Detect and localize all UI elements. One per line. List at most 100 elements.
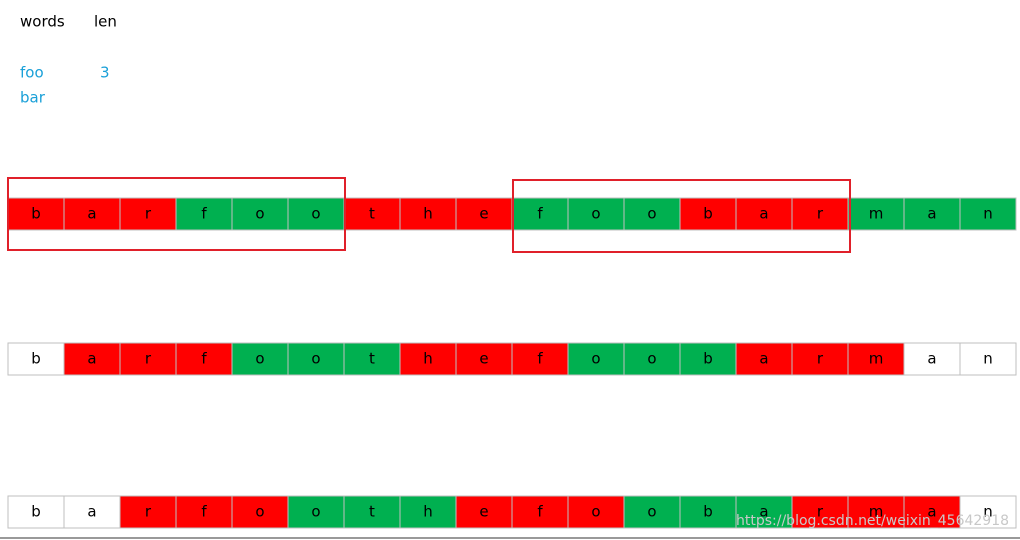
- cell-letter: o: [255, 205, 264, 223]
- cell: [847, 495, 905, 529]
- cell-letter: f: [537, 205, 543, 223]
- cell-letter: e: [479, 350, 488, 368]
- cell: [791, 495, 849, 529]
- cell-letter: m: [869, 350, 884, 368]
- cell: [623, 495, 681, 529]
- cell-letter: a: [759, 205, 768, 223]
- cell-letter: o: [591, 503, 600, 521]
- cell: [287, 197, 345, 231]
- cell: [343, 495, 401, 529]
- cell-letter: a: [927, 503, 936, 521]
- cell: [791, 342, 849, 376]
- cell: [343, 342, 401, 376]
- cell: [623, 342, 681, 376]
- len-value: 3: [100, 64, 110, 82]
- cell-letter: o: [647, 503, 656, 521]
- cell-letter: b: [31, 503, 41, 521]
- cell-letter: m: [869, 205, 884, 223]
- cell-letter: r: [817, 205, 824, 223]
- cell: [231, 342, 289, 376]
- cell-letter: o: [311, 503, 320, 521]
- cell-letter: a: [87, 503, 96, 521]
- cell: [623, 197, 681, 231]
- cell: [903, 495, 961, 529]
- cell: [399, 197, 457, 231]
- cell-letter: e: [479, 205, 488, 223]
- cell: [455, 342, 513, 376]
- cell-letter: b: [31, 350, 41, 368]
- cell-letter: e: [479, 503, 488, 521]
- cell-letter: h: [423, 350, 433, 368]
- cell-letter: a: [927, 350, 936, 368]
- window-box: [7, 177, 346, 251]
- cell-letter: o: [647, 350, 656, 368]
- cell-letter: r: [145, 503, 152, 521]
- cell: [119, 197, 177, 231]
- cell-letter: o: [311, 205, 320, 223]
- cell-letter: t: [369, 503, 375, 521]
- cell-letter: f: [537, 350, 543, 368]
- cell-letter: o: [647, 205, 656, 223]
- cell-letter: h: [423, 503, 433, 521]
- cell: [959, 342, 1017, 376]
- cell: [567, 495, 625, 529]
- cell-letter: n: [983, 205, 993, 223]
- cell: [119, 495, 177, 529]
- cell: [455, 495, 513, 529]
- cell: [231, 495, 289, 529]
- cell-letter: r: [145, 205, 152, 223]
- cell-letter: f: [201, 350, 207, 368]
- cell: [287, 342, 345, 376]
- cell-letter: o: [255, 350, 264, 368]
- cell-letter: r: [817, 350, 824, 368]
- cell: [567, 342, 625, 376]
- cell: [959, 197, 1017, 231]
- cell-letter: b: [703, 205, 713, 223]
- cell-letter: n: [983, 350, 993, 368]
- word: bar: [20, 89, 46, 107]
- cell-letter: a: [87, 205, 96, 223]
- cell-letter: a: [759, 350, 768, 368]
- cell-letter: o: [591, 205, 600, 223]
- cell-letter: b: [703, 503, 713, 521]
- cell: [175, 495, 233, 529]
- cell: [399, 495, 457, 529]
- cell: [903, 342, 961, 376]
- cell: [847, 342, 905, 376]
- cell-letter: o: [311, 350, 320, 368]
- cell-letter: a: [759, 503, 768, 521]
- cell-letter: o: [591, 350, 600, 368]
- cell-letter: r: [817, 503, 824, 521]
- cell: [511, 342, 569, 376]
- cell-letter: f: [537, 503, 543, 521]
- cell-letter: r: [145, 350, 152, 368]
- cell-letter: m: [869, 503, 884, 521]
- watermark: https://blog.csdn.net/weixin_45642918: [736, 513, 1009, 529]
- cell-letter: t: [369, 205, 375, 223]
- cell-letter: f: [201, 205, 207, 223]
- cell-letter: n: [983, 503, 993, 521]
- cell-letter: f: [201, 503, 207, 521]
- cell: [231, 197, 289, 231]
- cell: [679, 197, 737, 231]
- word: foo: [20, 64, 44, 82]
- cell-letter: b: [31, 205, 41, 223]
- words-label: words: [20, 13, 65, 31]
- cell: [63, 197, 121, 231]
- cell-letter: o: [255, 503, 264, 521]
- cell-letter: b: [703, 350, 713, 368]
- cell: [511, 495, 569, 529]
- cell: [903, 197, 961, 231]
- cell-letter: h: [423, 205, 433, 223]
- cell: [959, 495, 1017, 529]
- cell-letter: a: [87, 350, 96, 368]
- cell: [567, 197, 625, 231]
- len-label: len: [94, 13, 117, 31]
- cell: [679, 495, 737, 529]
- cell-letter: a: [927, 205, 936, 223]
- cell: [679, 342, 737, 376]
- cell: [847, 197, 905, 231]
- cell: [399, 342, 457, 376]
- window-box: [512, 179, 851, 253]
